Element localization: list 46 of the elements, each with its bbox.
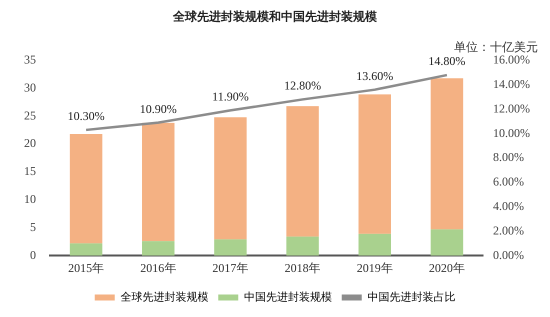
y-tick-label: 10	[24, 192, 36, 206]
x-tick-label: 2020年	[428, 260, 465, 275]
bar	[286, 106, 319, 237]
x-tick-label: 2017年	[212, 260, 248, 275]
legend-label: 全球先进封装规模	[120, 290, 208, 304]
y2-tick-label: 14.00%	[493, 76, 530, 91]
y2-tick-label: 0.00%	[493, 248, 524, 262]
bar	[70, 134, 102, 244]
text: 单位：十亿美元	[454, 40, 538, 54]
bar	[214, 239, 247, 256]
x-tick-label: 2016年	[140, 260, 176, 275]
y-tick-label: 15	[24, 164, 36, 178]
bar	[142, 241, 174, 256]
data-label: 12.80%	[284, 78, 322, 93]
y-tick-label: 25	[24, 108, 36, 122]
data-label: 13.60%	[356, 68, 394, 83]
y-tick-label: 20	[24, 136, 36, 150]
y-tick-label: 35	[24, 52, 36, 67]
y-tick-label: 30	[24, 80, 36, 94]
bar	[358, 94, 391, 234]
y2-tick-label: 4.00%	[493, 198, 524, 213]
y-tick-label: 0	[30, 248, 36, 262]
y2-tick-label: 16.00%	[493, 52, 530, 67]
legend-label: 中国先进封装占比	[367, 290, 456, 304]
bar	[430, 78, 464, 230]
chart-title: 全球先进封装规模和中国先进封装规模	[172, 9, 377, 24]
data-label: 14.80%	[428, 54, 466, 68]
y2-tick-label: 6.00%	[493, 174, 524, 189]
legend-label: 中国先进封装规模	[244, 290, 332, 304]
bar	[358, 234, 391, 256]
bar	[430, 229, 464, 256]
x-tick-label: 2015年	[68, 260, 104, 275]
bar	[286, 236, 319, 256]
x-tick-label: 2018年	[284, 260, 321, 275]
y2-tick-label: 2.00%	[493, 223, 524, 238]
y-tick-label: 5	[30, 220, 36, 234]
y2-tick-label: 12.00%	[493, 101, 530, 116]
x-tick-label: 2019年	[356, 260, 393, 275]
y2-tick-label: 8.00%	[493, 150, 524, 164]
bar	[214, 117, 247, 240]
data-label: 11.90%	[212, 90, 249, 104]
data-label: 10.30%	[68, 109, 105, 124]
bar	[70, 243, 102, 256]
y2-tick-label: 10.00%	[493, 126, 530, 140]
data-label: 10.90%	[140, 102, 177, 116]
bar	[142, 122, 174, 242]
